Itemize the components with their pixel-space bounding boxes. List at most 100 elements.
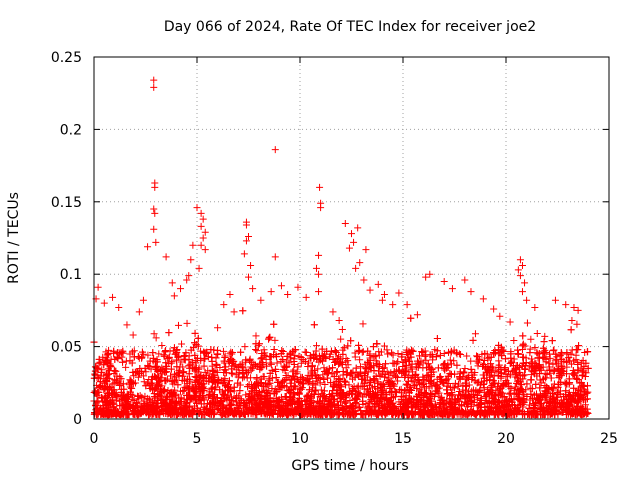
data-point xyxy=(290,366,298,374)
data-point xyxy=(155,350,163,358)
data-point xyxy=(452,348,460,356)
data-point xyxy=(546,369,554,377)
data-point xyxy=(184,385,192,393)
data-point xyxy=(309,406,317,414)
data-point xyxy=(323,347,331,355)
data-point xyxy=(213,351,221,359)
data-point xyxy=(513,379,521,387)
data-point xyxy=(138,354,146,362)
data-point xyxy=(198,392,206,400)
data-point xyxy=(183,400,191,408)
data-point xyxy=(387,407,395,415)
data-point xyxy=(248,406,256,414)
data-point xyxy=(340,377,348,385)
x-axis-label: GPS time / hours xyxy=(291,458,408,474)
data-point xyxy=(271,365,279,373)
data-point xyxy=(242,391,250,399)
data-point xyxy=(294,363,302,371)
data-point xyxy=(534,350,542,358)
data-point xyxy=(489,349,497,357)
data-point xyxy=(212,383,220,391)
data-point xyxy=(349,375,357,383)
data-point xyxy=(382,395,390,403)
y-axis-label: ROTI / TECUs xyxy=(6,192,22,284)
data-point xyxy=(248,384,256,392)
data-point xyxy=(102,353,110,361)
data-point xyxy=(366,381,374,389)
data-point xyxy=(570,357,578,365)
data-point xyxy=(402,356,410,364)
data-point xyxy=(443,390,451,398)
data-point xyxy=(460,369,468,377)
data-point xyxy=(364,358,372,366)
data-point xyxy=(96,358,104,366)
data-point xyxy=(540,338,548,346)
data-point xyxy=(414,376,422,384)
data-point xyxy=(273,359,281,367)
data-point xyxy=(222,369,230,377)
data-point xyxy=(158,341,166,349)
data-point xyxy=(153,358,161,366)
data-point xyxy=(453,361,461,369)
data-point xyxy=(262,355,270,363)
data-point xyxy=(266,369,274,377)
data-point xyxy=(389,359,397,367)
data-point xyxy=(270,320,278,328)
data-point xyxy=(556,352,564,360)
data-point xyxy=(112,396,120,404)
data-point xyxy=(329,392,337,400)
data-point xyxy=(265,334,273,342)
data-point xyxy=(584,348,592,356)
data-point xyxy=(339,350,347,358)
data-point xyxy=(484,355,492,363)
data-point xyxy=(365,392,373,400)
data-point xyxy=(174,321,182,329)
data-point xyxy=(359,320,367,328)
data-point xyxy=(338,326,346,334)
data-point xyxy=(521,342,529,350)
data-point xyxy=(140,372,148,380)
data-point xyxy=(337,335,345,343)
data-point xyxy=(161,368,169,376)
data-point xyxy=(513,362,521,370)
data-point xyxy=(391,372,399,380)
data-point xyxy=(526,349,534,357)
data-point xyxy=(257,355,265,363)
data-point xyxy=(127,390,135,398)
data-point xyxy=(213,394,221,402)
data-point xyxy=(550,366,558,374)
data-point xyxy=(436,373,444,381)
data-point xyxy=(356,356,364,364)
data-point xyxy=(191,329,199,337)
data-point xyxy=(570,384,578,392)
grid-lines xyxy=(94,57,609,419)
data-point xyxy=(434,364,442,372)
data-point xyxy=(340,344,348,352)
data-point xyxy=(251,361,259,369)
data-point xyxy=(344,409,352,417)
data-point xyxy=(296,385,304,393)
data-point xyxy=(423,372,431,380)
data-point xyxy=(208,353,216,361)
data-point xyxy=(394,358,402,366)
data-point xyxy=(467,357,475,365)
data-point xyxy=(463,374,471,382)
data-point xyxy=(235,392,243,400)
data-point xyxy=(352,400,360,408)
data-point xyxy=(389,393,397,401)
data-point xyxy=(450,384,458,392)
data-point xyxy=(388,349,396,357)
data-point xyxy=(527,390,535,398)
data-point xyxy=(271,336,279,344)
data-point xyxy=(228,370,236,378)
data-point xyxy=(533,349,541,357)
data-point xyxy=(201,374,209,382)
data-point xyxy=(97,394,105,402)
data-point xyxy=(219,347,227,355)
data-point xyxy=(183,319,191,327)
data-point xyxy=(252,332,260,340)
data-point xyxy=(565,388,573,396)
data-point xyxy=(163,362,171,370)
data-point xyxy=(377,348,385,356)
data-point xyxy=(179,372,187,380)
